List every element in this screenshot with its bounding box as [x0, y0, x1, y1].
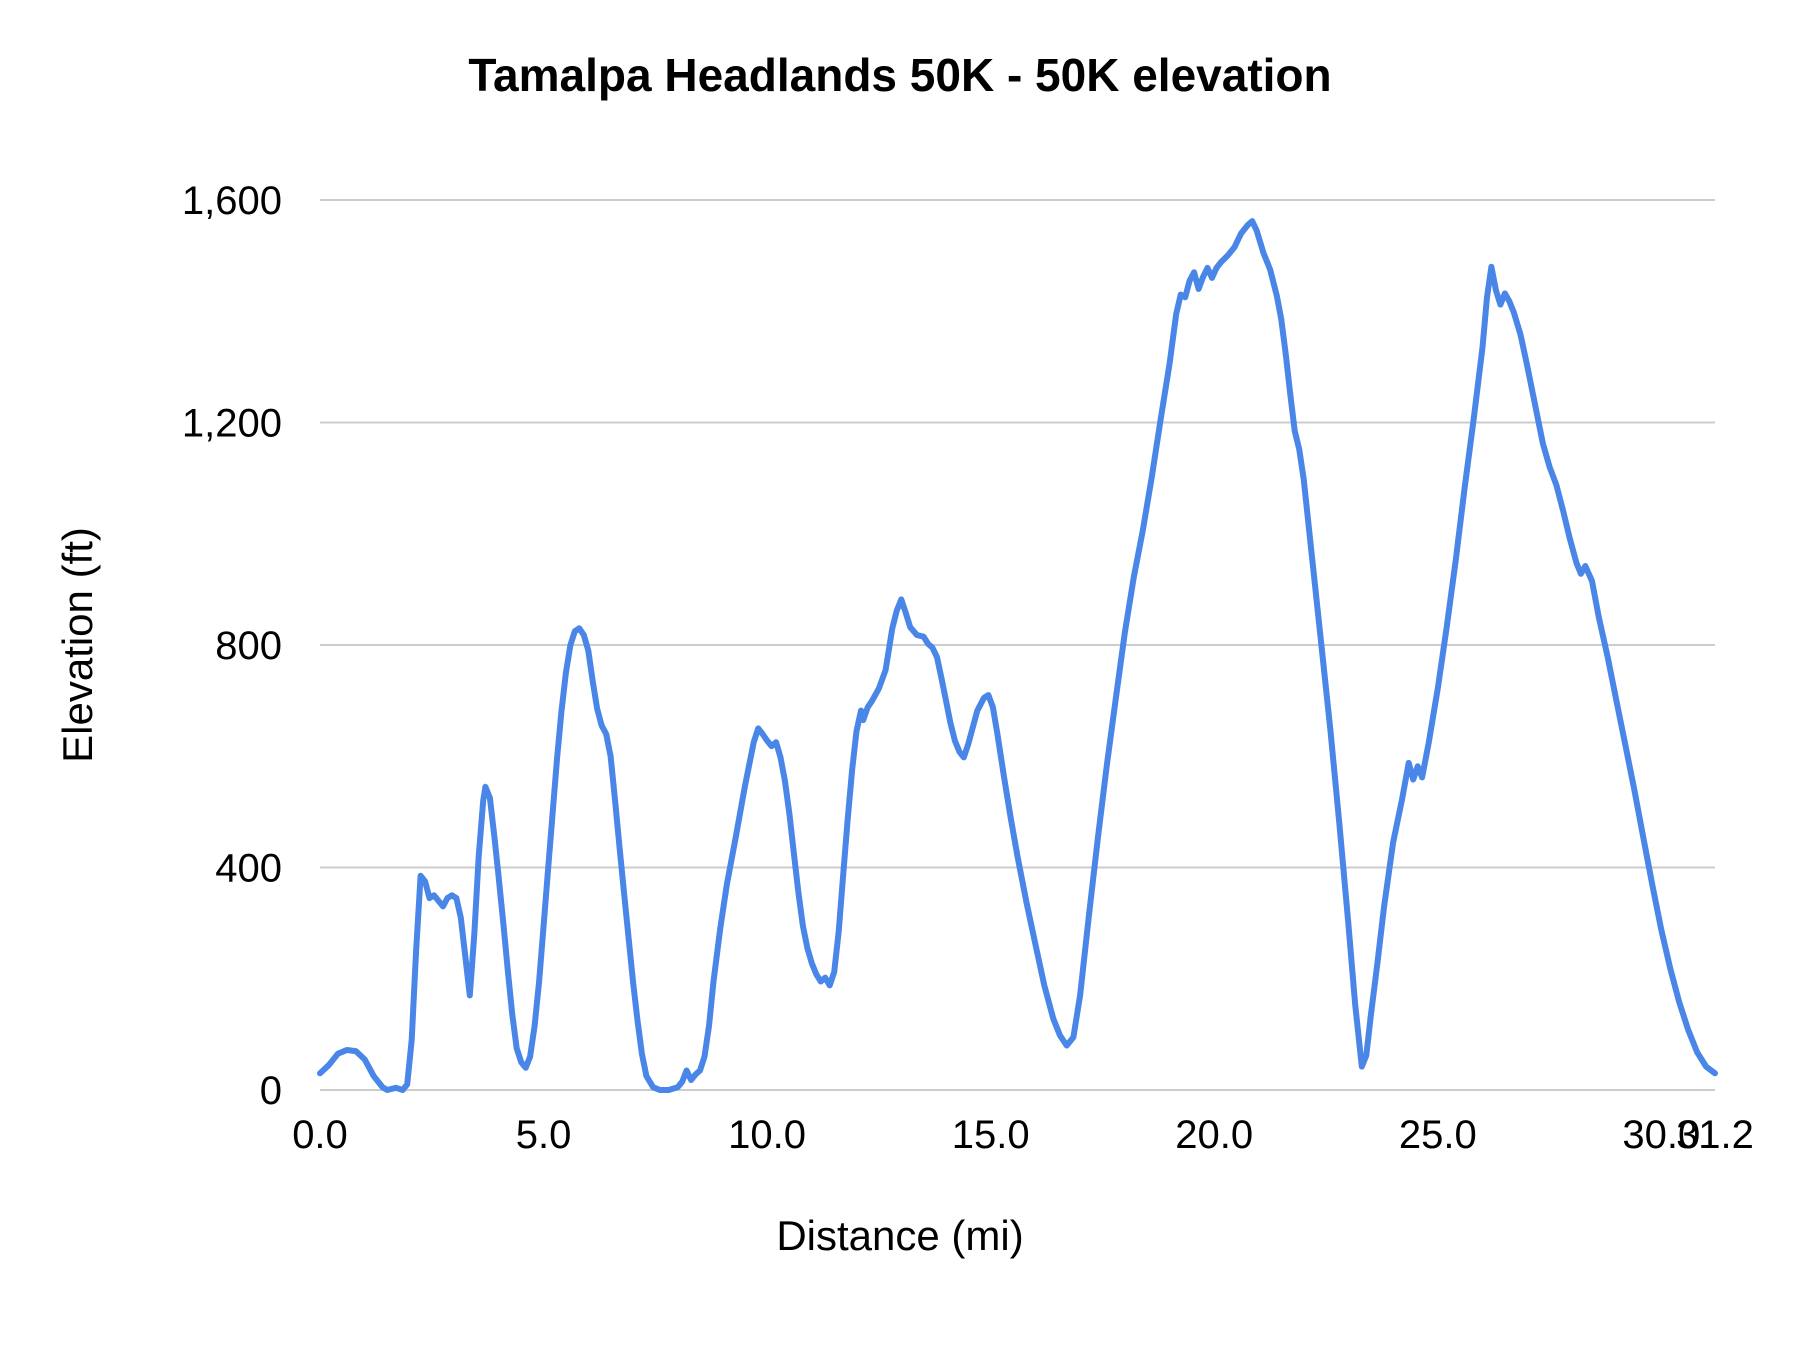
x-axis-title: Distance (mi) [776, 1212, 1024, 1259]
x-tick-label: 10.0 [728, 1113, 806, 1157]
elevation-line-series [317, 218, 1718, 1093]
x-tick-label: 31.2 [1676, 1113, 1754, 1157]
x-tick-label: 20.0 [1175, 1113, 1253, 1157]
y-tick-label: 1,600 [182, 179, 282, 223]
x-tick-label: 30.0 [1622, 1113, 1700, 1157]
y-tick-label: 1,200 [182, 402, 282, 446]
x-tick-label: 15.0 [952, 1113, 1030, 1157]
y-tick-label: 400 [215, 847, 282, 891]
x-tick-label: 0.0 [292, 1113, 348, 1157]
chart-title: Tamalpa Headlands 50K - 50K elevation [468, 49, 1332, 101]
x-tick-label: 25.0 [1399, 1113, 1477, 1157]
y-tick-label: 0 [260, 1069, 282, 1113]
y-tick-label: 800 [215, 624, 282, 668]
x-tick-label: 5.0 [516, 1113, 572, 1157]
